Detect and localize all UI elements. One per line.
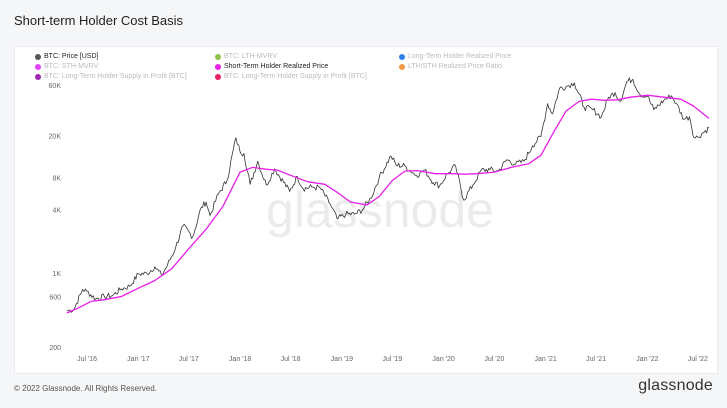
legend-dot-icon: [35, 53, 41, 60]
x-tick-label: Jul '17: [179, 356, 199, 363]
y-tick-label: 60K: [49, 83, 62, 90]
legend-dot-icon: [215, 63, 221, 70]
y-tick-label: 200: [49, 345, 61, 352]
legend-dot-icon: [399, 63, 405, 70]
legend-dot-icon: [399, 53, 405, 60]
x-tick-label: Jul '21: [586, 356, 606, 363]
legend: BTC: Price [USD] BTC: LTH-MVRV Long-Term H…: [15, 47, 717, 87]
x-tick-label: Jan '20: [432, 356, 454, 363]
legend-dot-icon: [215, 53, 221, 60]
x-tick-label: Jan '22: [636, 356, 658, 363]
legend-item[interactable]: Short-Term Holder Realized Price: [215, 63, 328, 70]
legend-label: Short-Term Holder Realized Price: [224, 63, 329, 70]
legend-label: Long-Term Holder Realized Price: [408, 53, 512, 60]
y-tick-label: 600: [49, 295, 61, 302]
legend-item[interactable]: Long-Term Holder Realized Price: [399, 53, 511, 60]
x-tick-label: Jan '17: [127, 356, 149, 363]
legend-label: LTH/STH Realized Price Ratio: [408, 63, 503, 70]
legend-label: BTC: Price [USD]: [44, 53, 99, 60]
legend-label: BTC: Long-Term Holder Supply in Profit […: [44, 73, 187, 80]
y-tick-label: 1K: [52, 271, 61, 278]
x-tick-label: Jul '18: [281, 356, 301, 363]
legend-item[interactable]: BTC: Long-Term Holder Supply in Profit […: [215, 73, 367, 80]
legend-label: BTC: STH-MVRV: [44, 63, 99, 70]
x-tick-label: Jul '16: [77, 356, 97, 363]
chart-title: Short-term Holder Cost Basis: [14, 13, 184, 28]
sth-realized-price-line: [66, 94, 710, 314]
brand-logo[interactable]: glassnode: [638, 377, 713, 394]
x-tick-label: Jul '19: [382, 356, 402, 363]
y-tick-label: 4K: [52, 207, 61, 214]
x-tick-label: Jul '20: [484, 356, 504, 363]
x-tick-label: Jan '21: [534, 356, 556, 363]
y-tick-label: 20K: [49, 133, 62, 140]
legend-item[interactable]: BTC: LTH-MVRV: [215, 53, 277, 60]
legend-item[interactable]: BTC: Long-Term Holder Supply in Profit […: [35, 73, 187, 80]
legend-item[interactable]: BTC: Price [USD]: [35, 53, 98, 60]
legend-item[interactable]: BTC: STH-MVRV: [35, 63, 98, 70]
price-line: [66, 77, 710, 313]
chart-panel: BTC: Price [USD] BTC: LTH-MVRV Long-Term H…: [14, 46, 718, 374]
legend-item[interactable]: LTH/STH Realized Price Ratio: [399, 63, 502, 70]
copyright-footer: © 2022 Glassnode. All Rights Reserved.: [14, 384, 157, 393]
watermark-text: glassnode: [266, 182, 494, 238]
y-tick-label: 8K: [52, 176, 61, 183]
x-tick-label: Jan '18: [229, 356, 251, 363]
chart-plot: glassnode 200 600 1K 4K 8K 20K 60K Jul '16 Jan '1…: [49, 77, 710, 363]
legend-label: BTC: LTH-MVRV: [224, 53, 278, 60]
x-tick-label: Jan '19: [331, 356, 353, 363]
x-tick-label: Jul '22: [688, 356, 708, 363]
legend-dot-icon: [35, 63, 41, 70]
legend-label: BTC: Long-Term Holder Supply in Profit […: [224, 73, 367, 80]
legend-dot-icon: [215, 73, 221, 80]
legend-dot-icon: [35, 73, 41, 80]
